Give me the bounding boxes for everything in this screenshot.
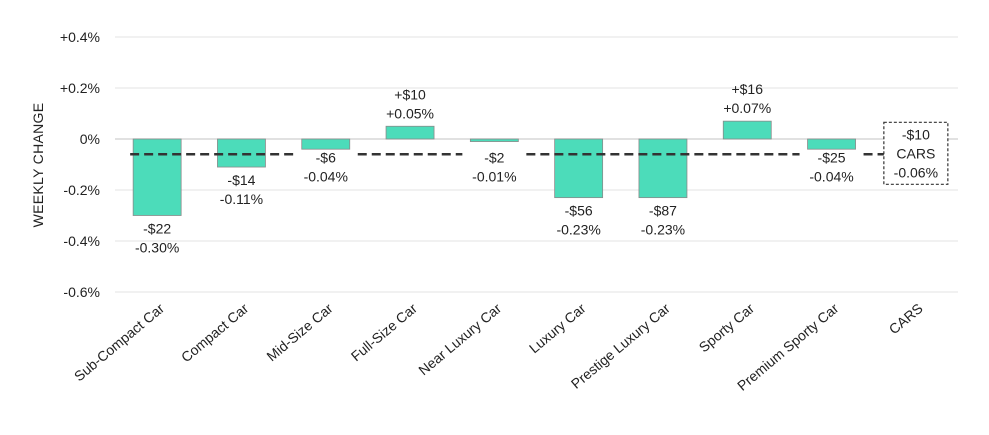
data-label-dollar: +$16 xyxy=(731,81,763,97)
data-label-pct: +0.07% xyxy=(723,100,771,116)
data-label-dollar: -$6 xyxy=(316,149,336,165)
category-label: Near Luxury Car xyxy=(415,300,504,378)
data-labels: -$22 -0.30% -$14 -0.11% -$6 -0.04% +$10 +0.05% -… xyxy=(135,81,854,255)
bar xyxy=(132,138,182,216)
y-tick-label: 0% xyxy=(80,131,100,147)
data-label-dollar: -$14 xyxy=(227,172,255,188)
bar xyxy=(301,138,351,150)
bar xyxy=(722,120,772,140)
average-dollar-label: -$10 xyxy=(902,126,930,142)
data-label-dollar: -$87 xyxy=(649,203,677,219)
y-tick-label: -0.4% xyxy=(63,233,100,249)
data-label-dollar: +$10 xyxy=(394,86,426,102)
y-tick-label: -0.6% xyxy=(63,284,100,300)
data-label-dollar: -$22 xyxy=(143,221,171,237)
bar xyxy=(469,138,519,142)
category-label: Luxury Car xyxy=(526,300,589,356)
data-label-pct: -0.23% xyxy=(641,222,685,238)
data-label-dollar: -$25 xyxy=(818,149,846,165)
data-label-dollar: -$2 xyxy=(484,149,504,165)
data-label-pct: -0.30% xyxy=(135,240,179,256)
category-label: Mid-Size Car xyxy=(263,300,336,364)
data-label-pct: -0.11% xyxy=(220,191,263,207)
average-callout-box xyxy=(883,121,949,185)
category-label: Sub-Compact Car xyxy=(71,300,167,384)
bar xyxy=(217,138,266,168)
category-label: Full-Size Car xyxy=(348,300,421,364)
data-label-pct: -0.04% xyxy=(304,168,348,184)
y-axis-ticks: +0.4% +0.2% 0% -0.2% -0.4% -0.6% xyxy=(60,29,100,300)
average-pct-label: -0.06% xyxy=(894,164,938,180)
bars xyxy=(132,120,856,216)
data-label-dollar: -$56 xyxy=(565,203,593,219)
x-axis-category-labels: Sub-Compact Car Compact Car Mid-Size Car Fu… xyxy=(71,300,926,394)
category-label: Sporty Car xyxy=(696,300,758,355)
y-tick-label: -0.2% xyxy=(63,182,100,198)
bar xyxy=(385,125,435,140)
bar xyxy=(554,138,604,199)
category-label: Compact Car xyxy=(178,300,252,365)
bar xyxy=(807,138,856,150)
average-line-group: -$10 CARS -0.06% xyxy=(130,121,949,185)
y-tick-label: +0.2% xyxy=(60,80,100,96)
data-label-pct: -0.23% xyxy=(556,222,600,238)
y-tick-label: +0.4% xyxy=(60,29,100,45)
category-label: CARS xyxy=(886,300,926,337)
average-name-label: CARS xyxy=(896,145,935,161)
y-axis-title: WEEKLY CHANGE xyxy=(30,103,46,228)
data-label-pct: -0.01% xyxy=(472,168,516,184)
data-label-pct: -0.04% xyxy=(809,168,853,184)
bar xyxy=(638,138,688,199)
data-label-pct: +0.05% xyxy=(386,105,434,121)
